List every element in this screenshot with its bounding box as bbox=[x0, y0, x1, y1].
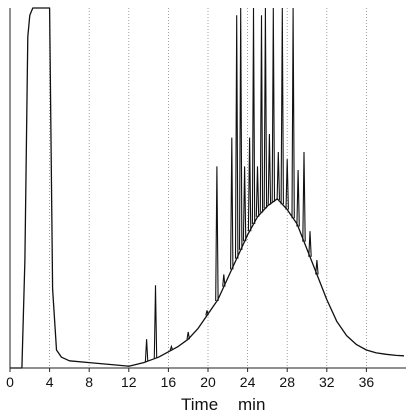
peak bbox=[215, 166, 219, 302]
peak bbox=[242, 166, 247, 242]
peak bbox=[302, 151, 306, 242]
peak bbox=[259, 15, 264, 213]
peak bbox=[247, 137, 252, 232]
peak bbox=[144, 339, 149, 362]
peak bbox=[251, 7, 256, 225]
x-tick-label: 32 bbox=[319, 374, 335, 390]
x-tick-label: 16 bbox=[161, 374, 177, 390]
peak bbox=[230, 137, 234, 270]
peak bbox=[276, 151, 281, 200]
x-tick-label: 4 bbox=[46, 374, 54, 390]
x-axis-ticks: 0 4 8 12 16 20 24 28 32 36 bbox=[6, 368, 374, 390]
peak bbox=[238, 7, 243, 250]
x-axis-unit: min bbox=[238, 395, 265, 414]
x-tick-label: 36 bbox=[359, 374, 375, 390]
x-axis-title: Time bbox=[181, 395, 218, 414]
peak-markers bbox=[144, 7, 319, 362]
peak bbox=[255, 166, 260, 217]
peak bbox=[186, 331, 190, 340]
peak bbox=[234, 15, 239, 259]
x-tick-label: 8 bbox=[85, 374, 93, 390]
x-tick-label: 20 bbox=[200, 374, 216, 390]
peak bbox=[263, 7, 268, 209]
x-tick-label: 28 bbox=[279, 374, 295, 390]
peak bbox=[271, 7, 276, 202]
x-tick-label: 0 bbox=[6, 374, 14, 390]
peak bbox=[222, 274, 226, 287]
peak bbox=[267, 133, 272, 205]
x-tick-label: 24 bbox=[240, 374, 256, 390]
peak bbox=[169, 344, 174, 351]
peak bbox=[308, 231, 312, 257]
peak bbox=[285, 159, 289, 210]
chromatogram-trace bbox=[10, 7, 405, 369]
peak bbox=[291, 7, 295, 219]
peak bbox=[280, 7, 284, 205]
x-tick-label: 12 bbox=[121, 374, 137, 390]
peak bbox=[205, 310, 209, 316]
baseline-trace bbox=[10, 7, 405, 369]
peak bbox=[296, 169, 300, 227]
peak bbox=[315, 259, 319, 275]
peak bbox=[153, 285, 158, 359]
